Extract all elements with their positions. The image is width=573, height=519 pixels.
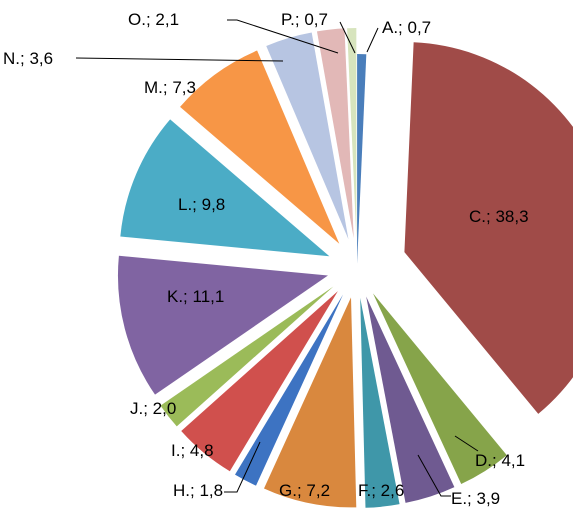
pie-slice-i [181,291,338,472]
pie-slice-n [266,32,349,240]
pie-slice-f [360,297,400,508]
data-label-d: D.; 4,1 [475,451,525,470]
data-label-h: H.; 1,8 [173,481,223,500]
data-label-g: G.; 7,2 [279,481,330,500]
pie-slice-a [357,53,367,264]
data-label-e: E.; 3,9 [451,489,500,508]
pie-slice-p [347,28,357,239]
pie-slice-m [180,50,340,244]
pie-slice-l [120,119,330,257]
pie-slice-g [263,297,357,508]
data-labels: A.; 0,7 C.; 38,3 D.; 4,1 E.; 3,9 F.; 2,6 G.; … [3,10,529,508]
leader-line-a [366,27,379,53]
pie-slice-e [366,296,455,503]
leader-line-d [454,435,479,452]
leader-line-n [75,57,284,62]
data-label-j: J.; 2,0 [130,399,176,418]
data-label-c: C.; 38,3 [469,207,529,226]
data-label-k: K.; 11,1 [167,287,224,306]
data-label-m: M.; 7,3 [144,78,196,97]
data-label-f: F.; 2,6 [358,481,404,500]
data-label-l: L.; 9,8 [178,195,225,214]
leader-line-h [224,441,261,493]
pie-slice-d [373,293,507,484]
leader-line-p [339,21,356,54]
label-leader-lines [75,19,479,497]
data-label-p: P.; 0,7 [281,10,328,29]
data-label-o: O.; 2,1 [128,10,179,29]
data-label-i: I.; 4,8 [171,441,214,460]
pie-slice-o [316,28,354,239]
leader-line-o [227,19,339,54]
leader-line-e [417,454,451,497]
pie-slice-k [117,255,328,395]
data-label-n: N.; 3,6 [3,49,53,68]
pie-slice-h [235,294,344,486]
pie-slice-c [404,42,573,414]
data-label-a: A.; 0,7 [382,18,431,37]
pie-slice-j [160,286,334,427]
pie-slices [117,28,573,508]
